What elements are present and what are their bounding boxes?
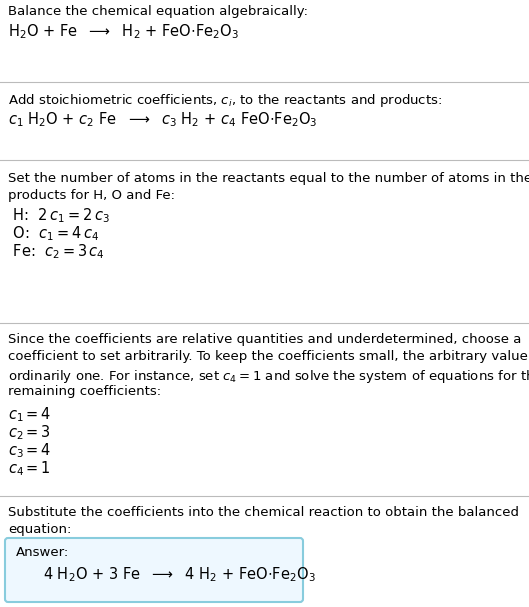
Text: $c_2 = 3$: $c_2 = 3$	[8, 423, 51, 442]
Text: Add stoichiometric coefficients, $c_i$, to the reactants and products:: Add stoichiometric coefficients, $c_i$, …	[8, 92, 442, 109]
Text: Answer:: Answer:	[16, 546, 69, 559]
Text: 4 H$_2$O + 3 Fe  $\longrightarrow$  4 H$_2$ + FeO$\cdot$Fe$_2$O$_3$: 4 H$_2$O + 3 Fe $\longrightarrow$ 4 H$_2…	[43, 565, 316, 584]
Text: remaining coefficients:: remaining coefficients:	[8, 385, 161, 398]
Text: $c_1$ H$_2$O + $c_2$ Fe  $\longrightarrow$  $c_3$ H$_2$ + $c_4$ FeO$\cdot$Fe$_2$: $c_1$ H$_2$O + $c_2$ Fe $\longrightarrow…	[8, 110, 317, 129]
Text: $c_3 = 4$: $c_3 = 4$	[8, 441, 51, 459]
FancyBboxPatch shape	[5, 538, 303, 602]
Text: Fe:  $c_2 = 3\,c_4$: Fe: $c_2 = 3\,c_4$	[8, 242, 105, 260]
Text: Balance the chemical equation algebraically:: Balance the chemical equation algebraica…	[8, 5, 308, 18]
Text: coefficient to set arbitrarily. To keep the coefficients small, the arbitrary va: coefficient to set arbitrarily. To keep …	[8, 350, 529, 363]
Text: O:  $c_1 = 4\,c_4$: O: $c_1 = 4\,c_4$	[8, 224, 99, 243]
Text: $c_1 = 4$: $c_1 = 4$	[8, 405, 51, 424]
Text: H$_2$O + Fe  $\longrightarrow$  H$_2$ + FeO$\cdot$Fe$_2$O$_3$: H$_2$O + Fe $\longrightarrow$ H$_2$ + Fe…	[8, 22, 239, 41]
Text: ordinarily one. For instance, set $c_4 = 1$ and solve the system of equations fo: ordinarily one. For instance, set $c_4 =…	[8, 368, 529, 385]
Text: equation:: equation:	[8, 523, 71, 536]
Text: Substitute the coefficients into the chemical reaction to obtain the balanced: Substitute the coefficients into the che…	[8, 506, 519, 519]
Text: H:  $2\,c_1 = 2\,c_3$: H: $2\,c_1 = 2\,c_3$	[8, 206, 110, 225]
Text: products for H, O and Fe:: products for H, O and Fe:	[8, 189, 175, 202]
Text: $c_4 = 1$: $c_4 = 1$	[8, 459, 51, 478]
Text: Since the coefficients are relative quantities and underdetermined, choose a: Since the coefficients are relative quan…	[8, 333, 522, 346]
Text: Set the number of atoms in the reactants equal to the number of atoms in the: Set the number of atoms in the reactants…	[8, 172, 529, 185]
